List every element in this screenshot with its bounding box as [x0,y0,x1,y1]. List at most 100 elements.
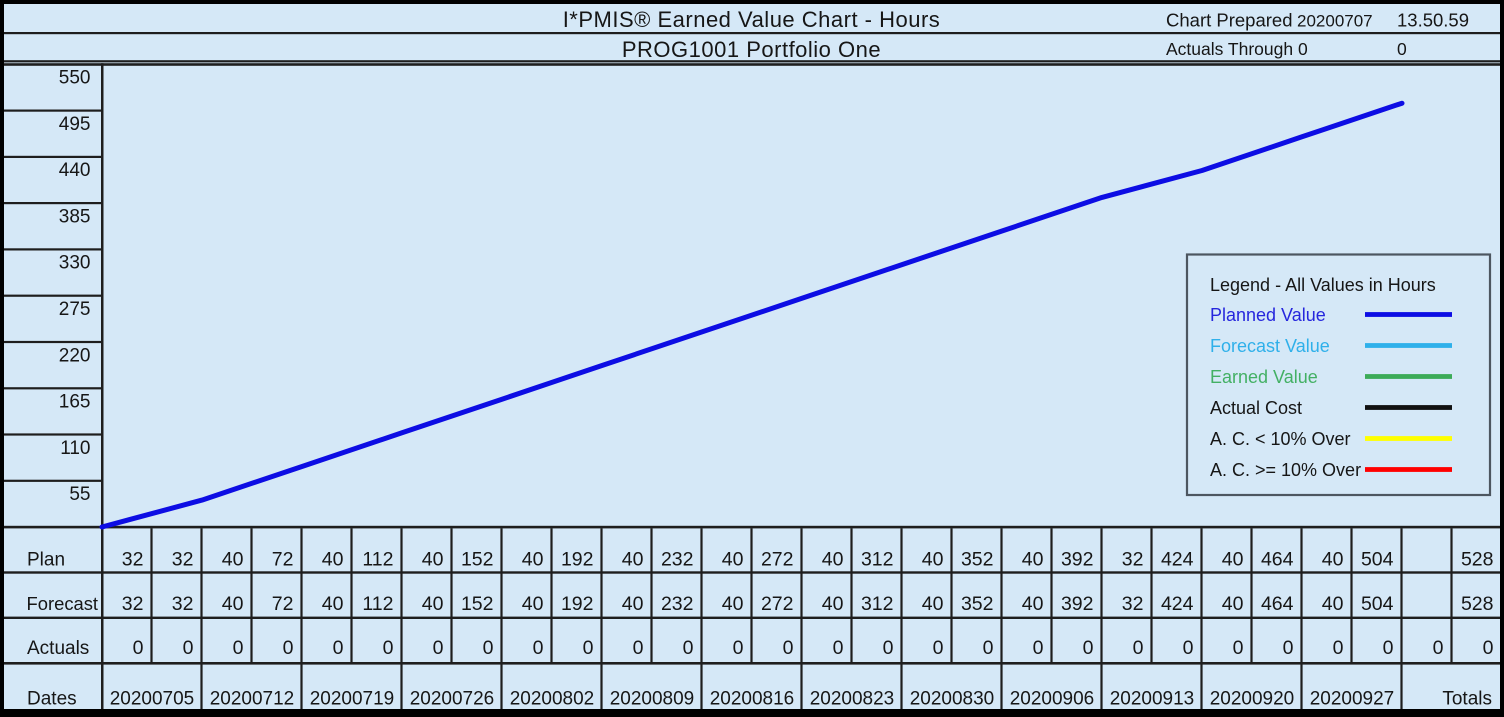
svg-text:20200705: 20200705 [110,688,195,709]
svg-text:0: 0 [1083,637,1094,659]
svg-text:55: 55 [69,484,90,505]
svg-text:192: 192 [561,593,594,615]
svg-text:0: 0 [1433,637,1444,659]
svg-text:392: 392 [1061,549,1094,571]
svg-text:40: 40 [322,549,344,571]
svg-text:72: 72 [272,549,294,571]
svg-text:0: 0 [333,637,344,659]
svg-text:32: 32 [1122,549,1144,571]
svg-text:192: 192 [561,549,594,571]
svg-text:40: 40 [522,593,544,615]
svg-text:Actuals Through 0: Actuals Through 0 [1166,39,1308,59]
svg-text:Plan: Plan [27,550,65,571]
svg-text:32: 32 [172,593,194,615]
svg-text:40: 40 [1022,549,1044,571]
svg-text:0: 0 [1397,39,1407,59]
svg-text:0: 0 [833,637,844,659]
svg-text:232: 232 [661,593,694,615]
svg-text:0: 0 [983,637,994,659]
svg-text:272: 272 [761,593,794,615]
svg-text:0: 0 [1283,637,1294,659]
svg-text:A. C. < 10% Over: A. C. < 10% Over [1210,429,1351,449]
svg-text:0: 0 [283,637,294,659]
svg-text:Planned Value: Planned Value [1210,305,1326,325]
svg-text:312: 312 [861,593,894,615]
svg-text:20200816: 20200816 [710,688,795,709]
svg-text:528: 528 [1461,593,1494,615]
svg-text:40: 40 [222,593,244,615]
svg-text:40: 40 [1222,593,1244,615]
svg-text:40: 40 [922,549,944,571]
svg-text:464: 464 [1261,549,1294,571]
svg-text:0: 0 [683,637,694,659]
svg-text:272: 272 [761,549,794,571]
svg-text:220: 220 [59,345,91,366]
svg-text:0: 0 [583,637,594,659]
svg-text:40: 40 [822,593,844,615]
svg-text:40: 40 [1322,549,1344,571]
svg-text:232: 232 [661,549,694,571]
svg-text:0: 0 [1233,637,1244,659]
svg-text:0: 0 [733,637,744,659]
svg-text:110: 110 [60,438,90,459]
svg-text:A. C. >= 10% Over: A. C. >= 10% Over [1210,460,1361,480]
svg-text:0: 0 [383,637,394,659]
svg-text:Actual Cost: Actual Cost [1210,398,1302,418]
svg-text:32: 32 [172,549,194,571]
svg-text:112: 112 [362,549,393,571]
svg-text:40: 40 [522,549,544,571]
svg-text:424: 424 [1161,593,1194,615]
svg-text:32: 32 [122,549,144,571]
svg-text:0: 0 [1033,637,1044,659]
svg-text:0: 0 [1133,637,1144,659]
svg-text:I*PMIS® Earned Value Chart - H: I*PMIS® Earned Value Chart - Hours [563,7,941,32]
svg-text:440: 440 [59,160,91,181]
svg-text:20200830: 20200830 [910,688,995,709]
svg-text:330: 330 [59,253,91,274]
svg-text:40: 40 [422,549,444,571]
svg-text:392: 392 [1061,593,1094,615]
svg-text:32: 32 [122,593,144,615]
svg-text:0: 0 [133,637,144,659]
svg-text:0: 0 [483,637,494,659]
svg-text:0: 0 [883,637,894,659]
svg-text:20200906: 20200906 [1010,688,1095,709]
svg-text:352: 352 [961,593,994,615]
svg-text:20200809: 20200809 [610,688,695,709]
svg-text:Chart Prepared: Chart Prepared [1166,9,1292,30]
svg-text:152: 152 [461,549,494,571]
svg-text:464: 464 [1261,593,1294,615]
svg-text:Totals: Totals [1442,688,1492,709]
svg-text:PROG1001 Portfolio One: PROG1001 Portfolio One [622,37,881,62]
svg-text:165: 165 [59,392,91,413]
svg-text:0: 0 [1183,637,1194,659]
svg-text:Earned Value: Earned Value [1210,367,1318,387]
svg-text:20200719: 20200719 [310,688,395,709]
svg-text:528: 528 [1461,549,1494,571]
svg-text:20200707: 20200707 [1297,11,1373,30]
svg-text:40: 40 [1322,593,1344,615]
svg-text:40: 40 [222,549,244,571]
svg-text:0: 0 [1383,637,1394,659]
svg-text:Forecast Value: Forecast Value [1210,336,1330,356]
svg-text:13.50.59: 13.50.59 [1397,9,1469,30]
svg-text:0: 0 [433,637,444,659]
svg-text:0: 0 [1483,637,1494,659]
svg-text:40: 40 [722,593,744,615]
svg-text:20200913: 20200913 [1110,688,1195,709]
svg-text:312: 312 [861,549,894,571]
svg-text:20200802: 20200802 [510,688,595,709]
svg-text:Legend - All Values in Hours: Legend - All Values in Hours [1210,275,1436,295]
svg-text:504: 504 [1361,549,1394,571]
svg-text:40: 40 [922,593,944,615]
svg-text:112: 112 [362,593,393,615]
svg-text:424: 424 [1161,549,1194,571]
svg-text:352: 352 [961,549,994,571]
svg-text:550: 550 [59,68,91,89]
svg-text:275: 275 [59,299,91,320]
svg-text:0: 0 [233,637,244,659]
svg-text:Dates: Dates [27,688,77,709]
svg-text:40: 40 [822,549,844,571]
svg-text:0: 0 [783,637,794,659]
svg-text:40: 40 [722,549,744,571]
